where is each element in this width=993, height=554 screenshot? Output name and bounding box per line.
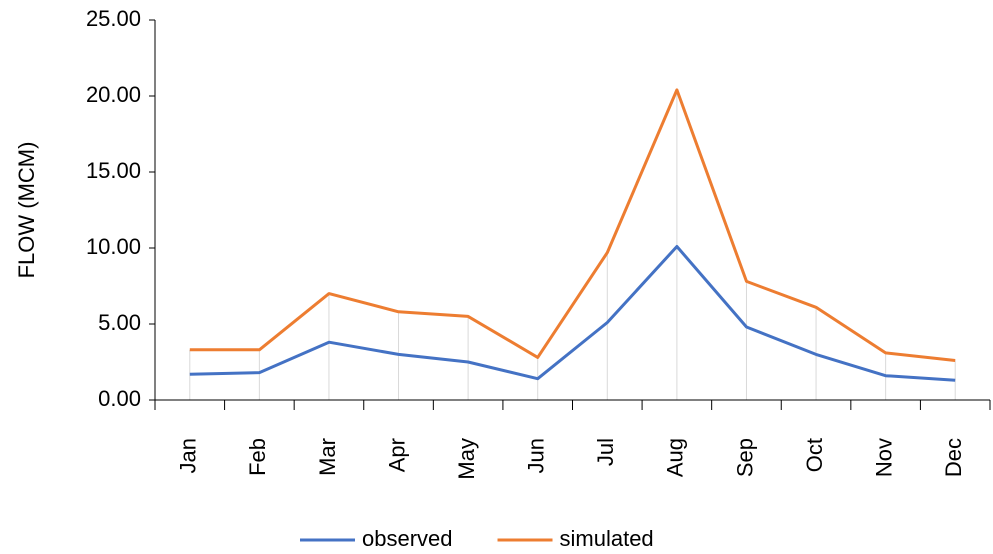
y-tick-label: 25.00	[86, 6, 141, 31]
x-tick-label: Oct	[802, 438, 827, 472]
x-tick-label: Jul	[593, 438, 618, 466]
y-tick-label: 0.00	[98, 386, 141, 411]
y-tick-label: 5.00	[98, 310, 141, 335]
x-tick-label: May	[454, 438, 479, 480]
x-tick-label: Feb	[245, 438, 270, 476]
x-tick-label: Apr	[384, 438, 409, 472]
y-tick-label: 20.00	[86, 82, 141, 107]
x-tick-label: Sep	[732, 438, 757, 477]
x-tick-label: Jan	[176, 438, 201, 473]
legend-label: simulated	[560, 526, 654, 551]
x-tick-label: Dec	[941, 438, 966, 477]
series-line	[189, 88, 956, 362]
y-axis-label: FLOW (MCM)	[14, 142, 39, 279]
y-tick-label: 10.00	[86, 234, 141, 259]
x-tick-label: Aug	[663, 438, 688, 477]
series-line	[189, 245, 956, 382]
y-tick-label: 15.00	[86, 158, 141, 183]
x-tick-label: Jun	[524, 438, 549, 473]
x-tick-label: Mar	[315, 438, 340, 476]
x-tick-label: Nov	[871, 438, 896, 477]
legend-label: observed	[362, 526, 453, 551]
